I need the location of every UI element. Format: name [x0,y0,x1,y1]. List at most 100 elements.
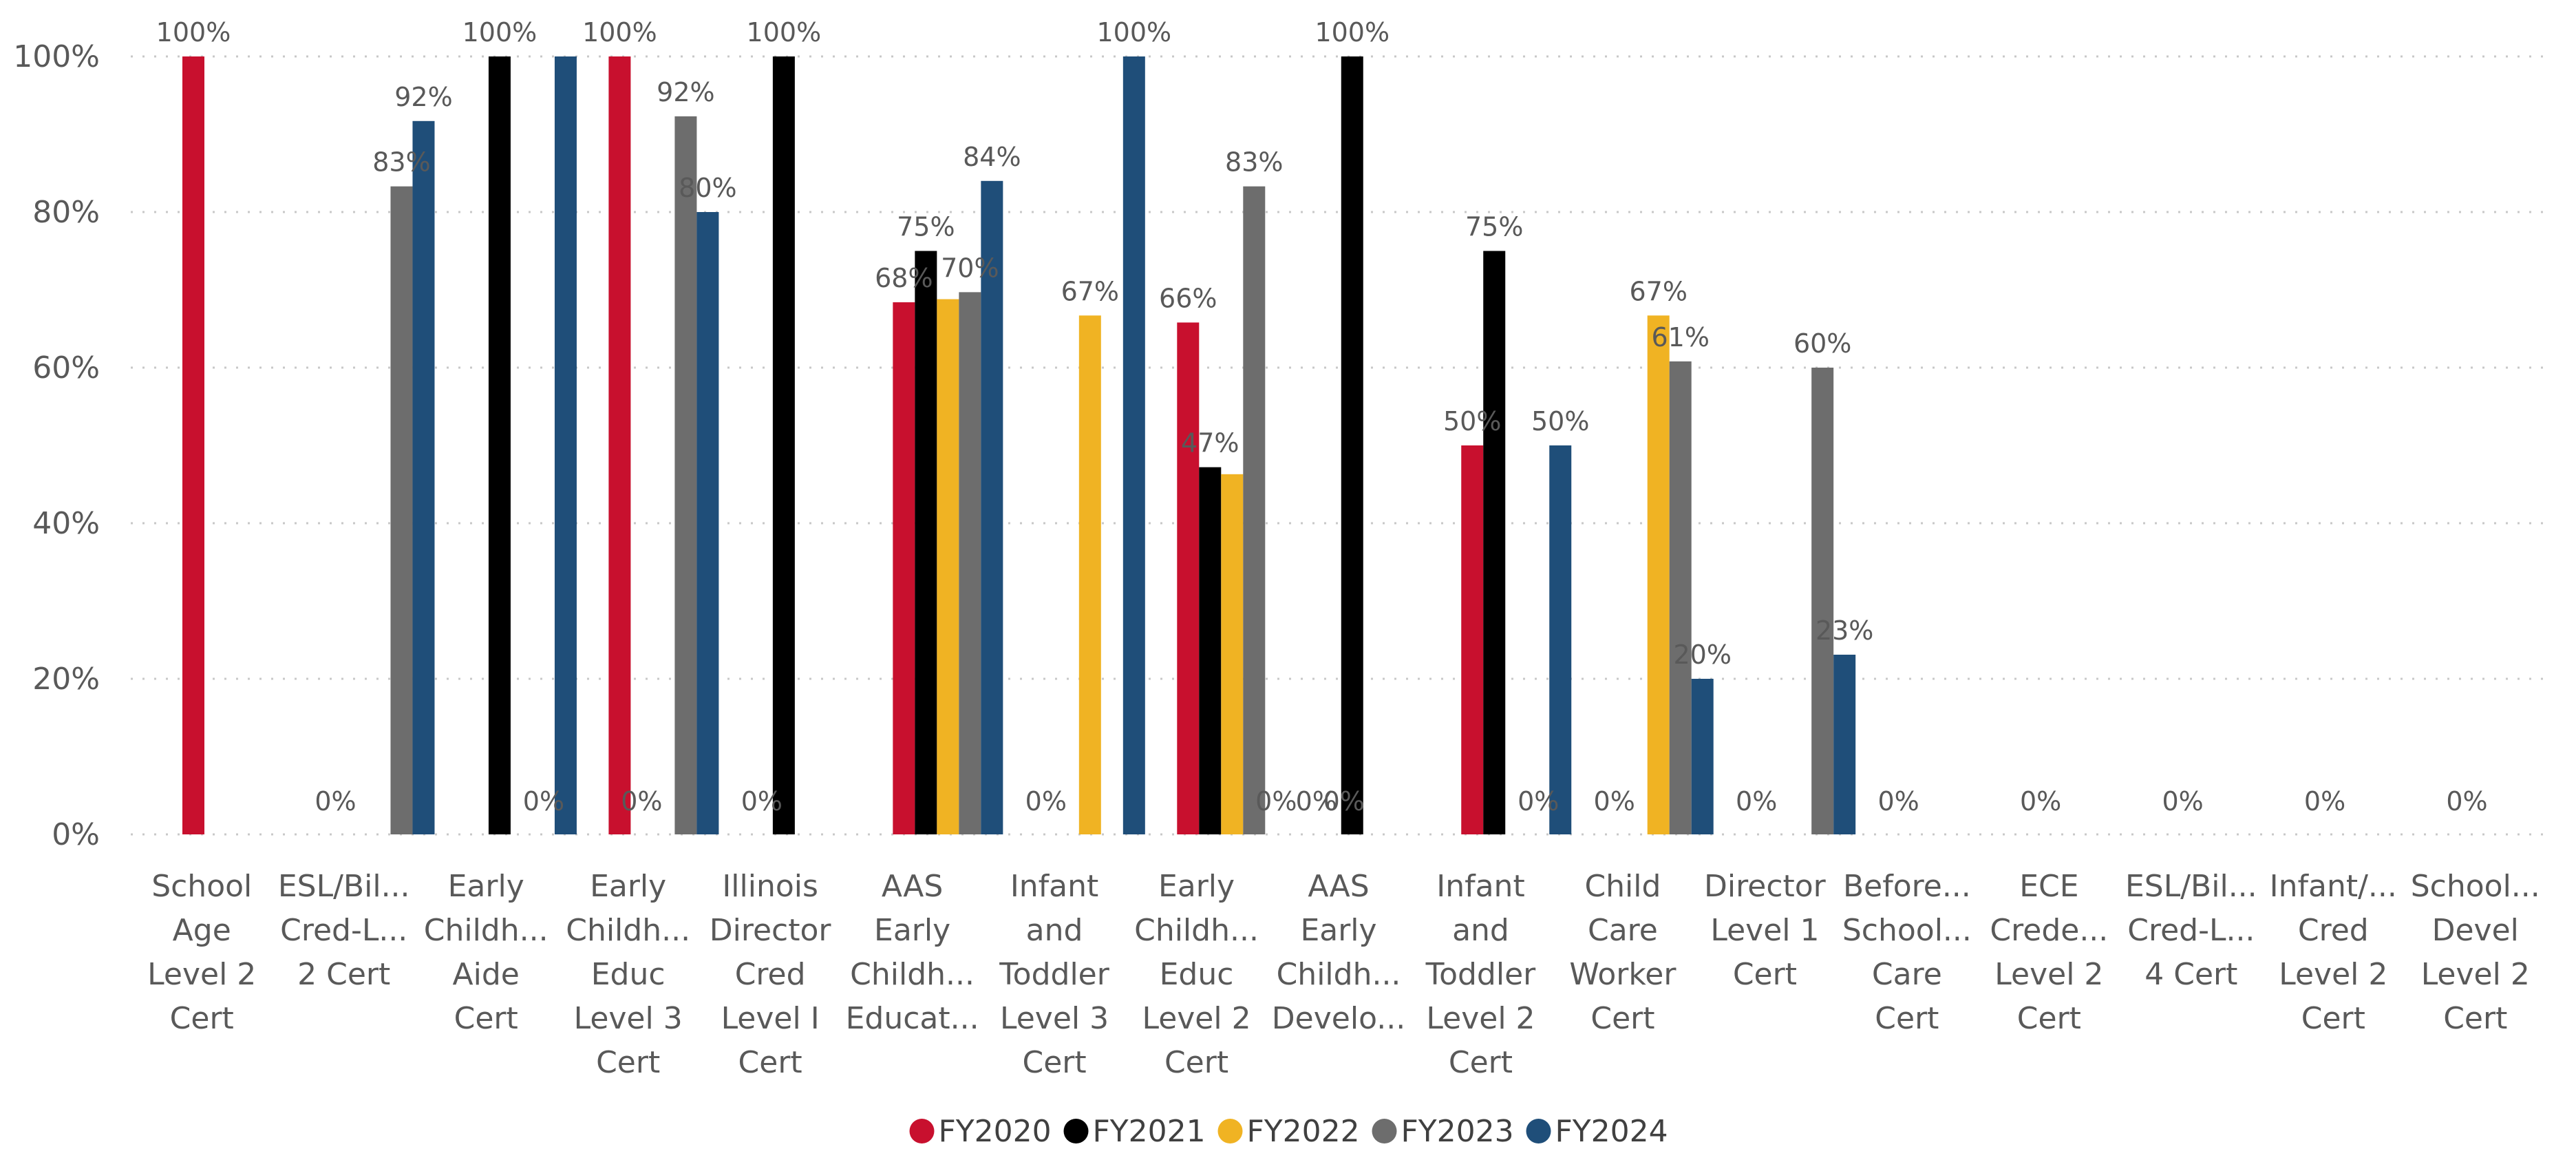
x-category-label: Early Childh... Educ Level 2 Cert [1134,869,1259,1080]
x-category-line: Early [1158,869,1235,904]
x-category-line: Cred [735,957,806,992]
data-label: 67% [1629,276,1687,306]
bar-fy2024-10[interactable] [1691,679,1714,834]
data-label: 84% [963,142,1021,172]
bar-fy2023-3[interactable] [674,116,697,834]
x-category-line: Childh... [424,913,549,948]
bar-fy2020-5[interactable] [893,302,915,835]
data-label: 0% [1594,786,1635,816]
x-category-line: Toddler [999,957,1109,992]
legend-swatch [909,1119,935,1143]
y-tick-label: 0% [52,817,100,852]
data-label: 67% [1061,276,1119,306]
data-label: 100% [1314,17,1390,48]
bar-fy2020-7[interactable] [1177,322,1200,835]
bar-fy2023-10[interactable] [1669,361,1692,834]
bar-fy2021-4[interactable] [772,56,795,834]
x-category-line: Level 2 [1994,957,2103,992]
x-category-line: ECE [2019,869,2078,904]
data-label: 0% [2304,786,2345,816]
bar-fy2021-5[interactable] [915,251,937,835]
x-category-line: Cert [596,1045,660,1080]
gridlines [131,55,2546,836]
x-category-label: AAS Early Childh... Educat... [846,869,979,1036]
bar-fy2023-1[interactable] [390,186,413,835]
x-category-line: Cert [1022,1045,1086,1080]
x-category-label: ECE Crede... Level 2 Cert [1990,869,2108,1036]
x-category-line: Director [710,913,832,948]
bar-fy2021-8[interactable] [1341,56,1363,834]
x-category-line: Cert [1164,1045,1228,1080]
bar-fy2024-2[interactable] [554,56,577,834]
bar-fy2024-6[interactable] [1122,56,1145,834]
x-category-line: Cert [1590,1001,1654,1036]
legend-item-fy2024[interactable]: FY2024 [1526,1114,1668,1149]
x-category-line: Crede... [1990,913,2108,948]
legend-item-fy2020[interactable]: FY2020 [909,1114,1052,1149]
x-category-line: Childh... [566,913,690,948]
data-label: 83% [372,147,430,178]
bar-fy2024-11[interactable] [1833,654,1856,834]
x-category-line: Devel [2432,913,2519,948]
data-label: 100% [1097,17,1172,48]
bar-fy2024-5[interactable] [981,180,1003,834]
x-category-line: Director [1704,869,1827,904]
legend-swatch [1063,1119,1089,1143]
legend-item-fy2022[interactable]: FY2022 [1217,1114,1360,1149]
bar-fy2024-1[interactable] [412,120,435,834]
data-label: 20% [1673,640,1731,670]
bar-fy2024-9[interactable] [1549,445,1572,834]
x-category-line: 4 Cert [2144,957,2237,992]
bar-fy2022-10[interactable] [1647,315,1670,834]
x-category-label: Early Childh... Educ Level 3 Cert [566,869,690,1080]
x-category-label: School... Devel Level 2 Cert [2411,869,2540,1036]
x-category-line: Early [448,869,524,904]
data-label: 0% [523,786,564,816]
x-category-line: AAS [1308,869,1369,904]
bar-fy2020-9[interactable] [1461,445,1484,834]
data-label: 100% [462,17,537,48]
bar-fy2024-3[interactable] [696,212,719,834]
bar-fy2020-3[interactable] [608,56,631,834]
bar-fy2020-0[interactable] [182,56,204,834]
x-category-line: Childh... [1277,957,1401,992]
x-category-line: Cert [1449,1045,1513,1080]
bar-fy2021-7[interactable] [1199,467,1222,834]
bar-fy2021-2[interactable] [488,56,511,834]
legend-label: FY2020 [939,1114,1052,1149]
x-category-line: Infant [1010,869,1098,904]
bar-fy2023-7[interactable] [1243,186,1266,835]
bar-fy2021-9[interactable] [1483,251,1506,835]
bar-fy2022-7[interactable] [1221,474,1244,834]
x-category-label: Early Childh... Aide Cert [424,869,549,1036]
x-category-label: Infant and Toddler Level 3 Cert [999,869,1109,1080]
x-category-line: Level 2 [1426,1001,1535,1036]
legend-item-fy2023[interactable]: FY2023 [1372,1114,1514,1149]
data-label: 92% [394,82,452,112]
x-category-line: School [151,869,252,904]
data-label: 61% [1651,322,1709,352]
x-category-line: Cert [1875,1001,1939,1036]
data-label: 0% [2446,786,2487,816]
x-category-line: Cert [2017,1001,2081,1036]
x-category-line: Illinois [722,869,818,904]
x-category-line: Cert [1733,957,1797,992]
data-label: 0% [1323,786,1365,816]
x-category-line: Before... [1843,869,1971,904]
x-category-line: Early [874,913,950,948]
bar-fy2023-5[interactable] [959,292,981,834]
legend-item-fy2021[interactable]: FY2021 [1063,1114,1206,1149]
data-label: 0% [1518,786,1559,816]
data-label: 92% [657,77,714,107]
legend[interactable]: FY2020 FY2021 FY2022 FY2023 FY2024 [909,1114,1668,1149]
x-category-line: Childh... [1134,913,1259,948]
x-category-line: Infant/... [2270,869,2397,904]
data-labels: 100%0%83%92%100%0%100%0%92%80%0%100%68%7… [156,17,2488,816]
x-category-line: Care [1588,913,1658,948]
bar-fy2023-11[interactable] [1811,368,1834,834]
bar-fy2022-6[interactable] [1078,315,1101,834]
bar-fy2022-5[interactable] [937,299,959,834]
data-label: 75% [1465,212,1523,242]
data-label: 0% [741,786,783,816]
